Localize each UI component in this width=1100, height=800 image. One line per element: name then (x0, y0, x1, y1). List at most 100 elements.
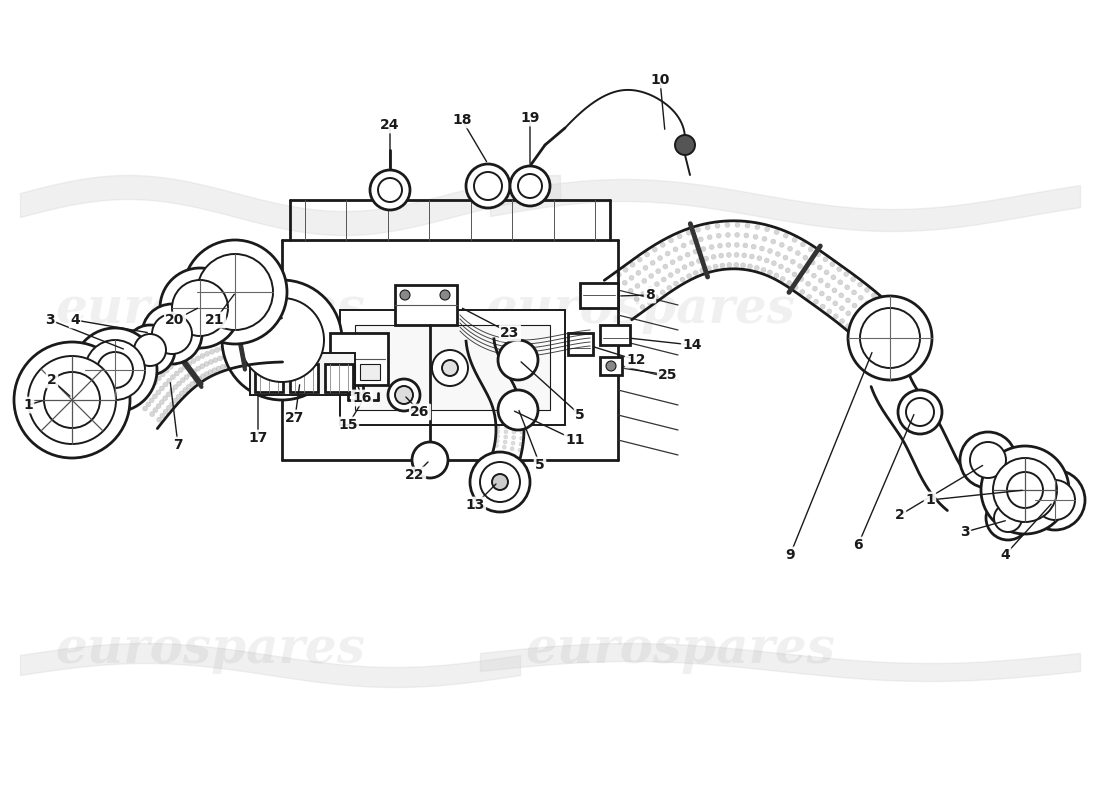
Circle shape (184, 374, 189, 379)
Circle shape (440, 290, 450, 300)
Circle shape (240, 341, 245, 346)
Text: 15: 15 (339, 418, 358, 432)
Circle shape (491, 398, 494, 402)
Circle shape (735, 242, 739, 247)
Circle shape (158, 362, 163, 366)
Text: 1: 1 (23, 398, 33, 412)
Circle shape (262, 347, 266, 353)
Text: 2: 2 (895, 508, 905, 522)
Circle shape (783, 233, 789, 238)
Circle shape (125, 325, 175, 375)
Circle shape (504, 430, 508, 434)
Circle shape (254, 321, 258, 326)
Circle shape (257, 357, 263, 362)
Circle shape (502, 410, 506, 414)
Circle shape (494, 443, 498, 447)
Circle shape (871, 293, 877, 298)
Circle shape (233, 333, 238, 338)
Circle shape (209, 350, 214, 354)
Circle shape (652, 247, 658, 252)
Circle shape (726, 242, 730, 247)
Text: 20: 20 (165, 313, 185, 327)
Circle shape (432, 350, 468, 386)
Circle shape (395, 386, 412, 404)
Circle shape (150, 398, 154, 403)
Bar (600, 357, 621, 375)
Circle shape (153, 380, 157, 385)
Text: 4: 4 (1000, 548, 1010, 562)
Circle shape (161, 372, 165, 377)
Circle shape (412, 442, 448, 478)
Circle shape (800, 290, 805, 294)
Bar (395, 285, 456, 325)
Circle shape (188, 371, 192, 377)
Circle shape (1025, 470, 1085, 530)
Circle shape (271, 320, 275, 325)
Circle shape (788, 246, 792, 251)
Circle shape (906, 398, 934, 426)
Circle shape (473, 366, 477, 370)
Circle shape (512, 441, 515, 445)
Circle shape (735, 222, 740, 227)
Circle shape (469, 354, 473, 358)
Circle shape (740, 263, 746, 268)
Circle shape (486, 354, 490, 358)
Circle shape (160, 400, 164, 405)
Circle shape (734, 262, 739, 267)
Circle shape (260, 279, 268, 287)
Circle shape (846, 311, 850, 316)
Circle shape (503, 387, 507, 391)
Circle shape (658, 255, 662, 261)
Circle shape (266, 347, 272, 352)
Circle shape (690, 240, 694, 245)
Bar (255, 364, 283, 392)
Circle shape (780, 277, 785, 282)
Circle shape (229, 362, 234, 367)
Circle shape (220, 346, 224, 351)
Circle shape (495, 439, 499, 443)
Circle shape (839, 318, 845, 324)
Circle shape (244, 331, 249, 336)
Circle shape (169, 388, 175, 394)
Circle shape (476, 370, 480, 374)
Circle shape (838, 280, 843, 285)
Circle shape (470, 452, 530, 512)
Text: 26: 26 (410, 405, 430, 419)
Circle shape (163, 358, 167, 362)
Circle shape (829, 262, 835, 266)
Text: 18: 18 (452, 113, 472, 127)
Circle shape (681, 243, 686, 248)
Circle shape (685, 252, 690, 257)
Circle shape (498, 390, 538, 430)
Circle shape (725, 222, 730, 227)
Circle shape (272, 338, 276, 342)
Circle shape (14, 342, 130, 458)
Circle shape (163, 410, 168, 414)
Circle shape (707, 234, 712, 240)
Circle shape (764, 226, 770, 232)
Circle shape (135, 386, 140, 391)
Circle shape (689, 262, 694, 266)
Circle shape (224, 345, 230, 350)
Circle shape (220, 327, 224, 332)
Circle shape (200, 354, 205, 358)
Circle shape (660, 242, 666, 247)
Circle shape (670, 260, 675, 265)
Circle shape (204, 333, 208, 338)
Circle shape (666, 251, 670, 256)
Circle shape (172, 280, 228, 336)
Circle shape (261, 330, 265, 334)
Circle shape (710, 245, 714, 250)
Circle shape (486, 390, 490, 394)
Circle shape (442, 360, 458, 376)
Circle shape (502, 369, 506, 373)
Circle shape (865, 314, 870, 319)
Circle shape (272, 346, 277, 352)
Circle shape (145, 388, 151, 393)
Circle shape (153, 407, 157, 413)
Circle shape (512, 414, 515, 418)
Circle shape (884, 305, 890, 310)
Circle shape (805, 282, 811, 286)
Text: 19: 19 (520, 111, 540, 125)
Circle shape (846, 298, 850, 303)
